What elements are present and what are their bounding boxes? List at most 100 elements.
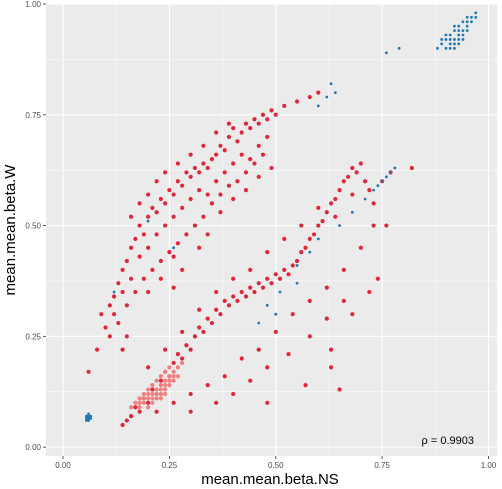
data-point [461, 20, 465, 24]
data-point [120, 422, 125, 428]
data-point [273, 112, 278, 117]
data-point [188, 196, 193, 202]
data-point [231, 161, 236, 166]
data-point [86, 369, 91, 374]
data-point [209, 156, 215, 162]
data-point [124, 303, 129, 308]
data-point [453, 38, 456, 41]
data-point [150, 396, 155, 401]
data-point [167, 374, 172, 379]
data-point [324, 316, 329, 321]
data-point [218, 312, 223, 317]
data-point [128, 214, 134, 219]
data-point [231, 276, 236, 281]
data-point [137, 223, 142, 228]
data-point [307, 334, 312, 339]
data-point [214, 152, 219, 157]
data-point [457, 33, 461, 37]
data-point [350, 210, 354, 214]
data-point [307, 94, 312, 100]
data-point [175, 161, 180, 166]
data-point [367, 289, 372, 295]
data-point [197, 307, 202, 312]
data-point [290, 263, 295, 268]
data-point [175, 179, 180, 184]
data-point [465, 15, 469, 19]
data-point [470, 20, 473, 24]
data-point [180, 356, 185, 361]
data-point [128, 414, 134, 419]
data-point [376, 184, 380, 188]
data-point [180, 329, 185, 335]
major-gridlines [46, 3, 497, 456]
data-point [197, 325, 202, 330]
data-point [154, 391, 159, 397]
data-point [286, 272, 291, 277]
data-point [201, 161, 206, 166]
data-point [128, 245, 134, 250]
data-point [354, 170, 359, 175]
data-point [128, 276, 134, 281]
data-point [393, 166, 397, 170]
data-point [257, 321, 261, 325]
data-point [444, 33, 448, 37]
data-point [154, 232, 159, 237]
data-point [294, 99, 300, 104]
data-point [273, 329, 278, 335]
data-point [171, 374, 176, 379]
data-point [265, 134, 270, 140]
data-point [116, 281, 121, 286]
data-point [163, 382, 168, 388]
data-point [248, 378, 253, 383]
data-point [222, 298, 227, 304]
data-point [324, 285, 329, 290]
y-tick-label: 1.00 [25, 0, 41, 9]
x-axis-title: mean.mean.beta.NS [201, 471, 339, 488]
data-point [154, 179, 159, 184]
data-point [384, 51, 388, 55]
y-tick-label: 0.75 [25, 111, 41, 120]
data-point [311, 232, 317, 237]
data-point [209, 320, 215, 326]
data-point [265, 365, 270, 370]
y-axis-ticks: 0.00 0.25 0.50 0.75 1.00 [25, 0, 46, 452]
data-point [133, 289, 138, 295]
data-point [358, 245, 363, 250]
data-point [265, 250, 270, 255]
data-point [303, 245, 308, 250]
data-point [243, 170, 249, 175]
data-point [299, 223, 304, 228]
data-point [87, 416, 90, 420]
data-point [175, 241, 180, 246]
data-point [111, 312, 117, 317]
data-point [273, 272, 278, 277]
data-point [389, 170, 393, 174]
data-point [141, 396, 146, 401]
data-point [375, 276, 380, 281]
data-point [214, 400, 219, 405]
data-point [146, 214, 151, 219]
data-point [358, 161, 363, 166]
data-point [146, 396, 151, 401]
data-point [205, 192, 210, 197]
data-point [324, 210, 329, 215]
data-point [150, 387, 155, 392]
data-point [218, 192, 223, 197]
data-point [116, 320, 121, 326]
data-point [197, 245, 202, 250]
y-tick-label: 0.00 [25, 443, 41, 452]
data-point [167, 382, 172, 388]
data-point [171, 369, 176, 374]
data-point [188, 152, 193, 157]
x-axis-ticks: 0.00 0.25 0.50 0.75 1.00 [55, 456, 497, 470]
data-point [248, 267, 253, 272]
data-point [205, 232, 210, 237]
data-point [154, 387, 159, 392]
data-point [171, 285, 176, 290]
data-point [94, 347, 100, 352]
data-point [158, 382, 163, 388]
data-point [461, 38, 465, 41]
data-point [444, 38, 448, 41]
data-point [133, 400, 138, 405]
data-point [397, 46, 401, 50]
